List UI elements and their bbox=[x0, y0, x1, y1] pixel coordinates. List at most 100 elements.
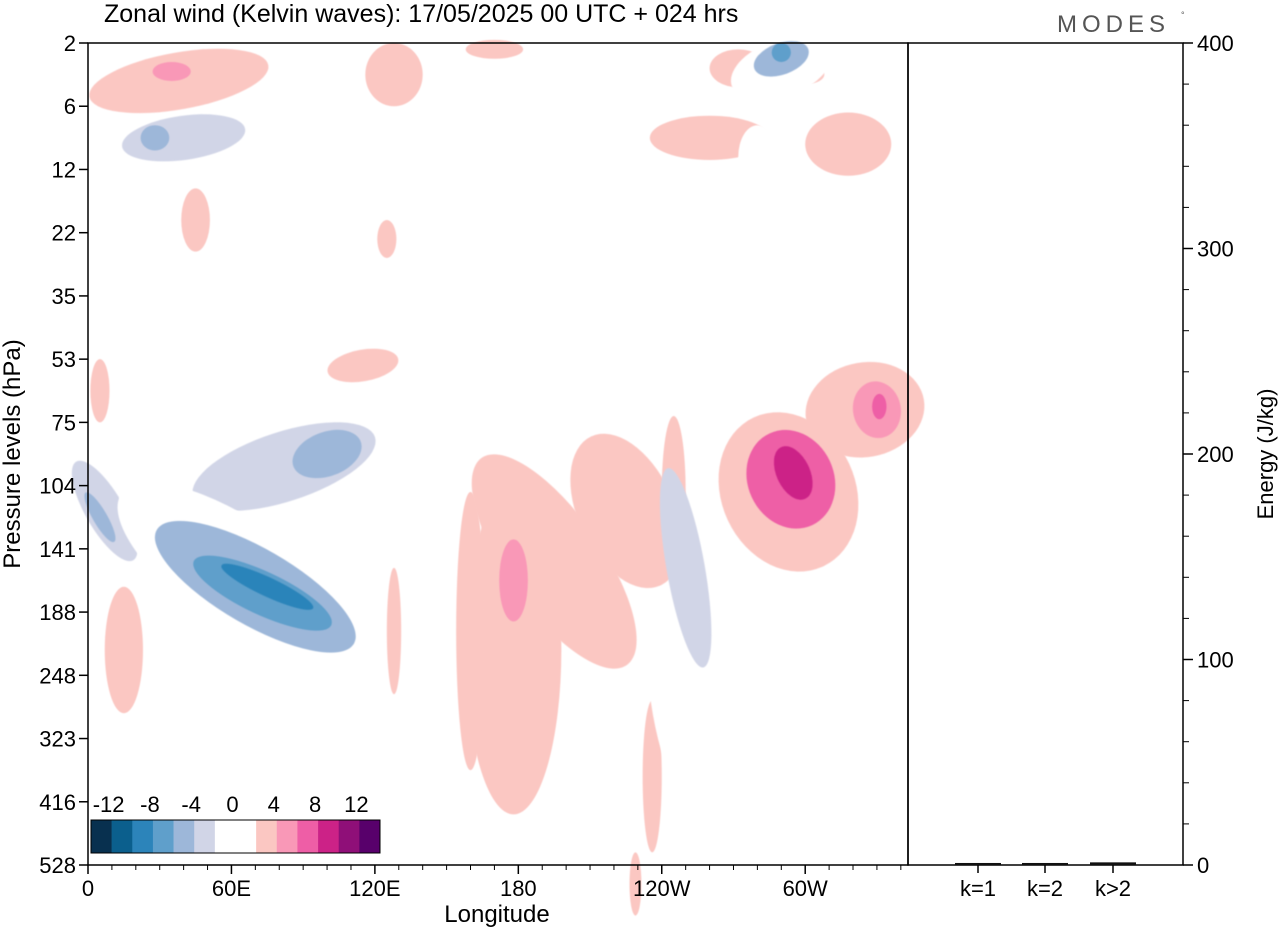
energy-category-label: k=2 bbox=[1027, 876, 1063, 901]
contour-blue-right-104 bbox=[876, 447, 916, 847]
x-axis-label: Longitude bbox=[444, 901, 549, 928]
y-tick-label: 6 bbox=[64, 94, 76, 119]
contour-shape bbox=[738, 125, 777, 189]
y-axis: 2 6 12 22 35 53 75 104 141 188 248 323 416 528 bbox=[39, 31, 88, 878]
energy-panel: 0 100 200 300 400 k=1 k=2 k>2 Energy (J/kg) bbox=[907, 31, 1278, 901]
contour-shape bbox=[805, 112, 892, 176]
y-axis-label: Pressure levels (hPa) bbox=[0, 339, 26, 568]
energy-tick-label: 200 bbox=[1197, 442, 1234, 467]
contour-shape bbox=[499, 539, 528, 622]
y-tick-label: 75 bbox=[52, 410, 76, 435]
y-tick-label: 323 bbox=[39, 727, 76, 752]
energy-bars bbox=[955, 862, 1136, 865]
contour-shape bbox=[365, 43, 423, 107]
y-tick-label: 35 bbox=[52, 284, 76, 309]
colorbar-label: 4 bbox=[268, 792, 280, 817]
colorbar-label: -4 bbox=[181, 792, 201, 817]
contour-shape bbox=[386, 567, 402, 695]
contour-pink-right-75 bbox=[805, 361, 925, 458]
chart-title: Zonal wind (Kelvin waves): 17/05/2025 00… bbox=[104, 0, 738, 28]
x-tick-label: 120E bbox=[349, 876, 400, 901]
contour-shape bbox=[104, 586, 143, 714]
colorbar-swatch bbox=[152, 820, 174, 853]
contour-shape bbox=[456, 491, 485, 771]
contour-shape bbox=[891, 479, 911, 556]
y-tick-label: 2 bbox=[64, 31, 76, 56]
modes-logo-mark: ° bbox=[1181, 10, 1185, 20]
colorbar: -12 -8 -4 0 4 8 12 bbox=[88, 787, 383, 860]
x-tick-label: 60E bbox=[212, 876, 251, 901]
y-tick-label: 528 bbox=[39, 853, 76, 878]
y-tick-label: 12 bbox=[52, 157, 76, 182]
contour-shape bbox=[773, 446, 813, 500]
contour-shape bbox=[642, 700, 662, 853]
colorbar-swatch bbox=[359, 820, 381, 853]
colorbar-swatch bbox=[194, 820, 216, 853]
colorbar-swatch bbox=[235, 820, 257, 853]
energy-tick-label: 400 bbox=[1197, 31, 1234, 56]
contour-pink-180 bbox=[499, 539, 528, 622]
contour-shape bbox=[659, 468, 712, 668]
contour-shape bbox=[471, 454, 637, 669]
modes-logo: MODES ° bbox=[1057, 10, 1185, 38]
energy-tick-label: 100 bbox=[1197, 648, 1234, 673]
energy-bar bbox=[1090, 862, 1136, 865]
colorbar-swatch bbox=[173, 820, 195, 853]
energy-category-label: k>2 bbox=[1095, 876, 1131, 901]
contour-shape bbox=[838, 536, 877, 726]
contour-shape bbox=[140, 125, 170, 151]
contour-blue-upper-right bbox=[730, 36, 832, 101]
contour-shape bbox=[292, 429, 362, 479]
y-tick-label: 188 bbox=[39, 600, 76, 625]
contour-shape bbox=[881, 757, 901, 847]
y-tick-label: 104 bbox=[39, 474, 76, 499]
contour-shape bbox=[181, 188, 210, 252]
contour-shape bbox=[377, 220, 397, 258]
contour-shape bbox=[327, 348, 399, 383]
contour-shape bbox=[629, 852, 642, 916]
energy-category-label: k=1 bbox=[960, 876, 996, 901]
energy-categories: k=1 k=2 k>2 bbox=[960, 865, 1131, 901]
energy-axis-label: Energy (J/kg) bbox=[1253, 389, 1278, 520]
contour-pink-strong-90 bbox=[718, 412, 859, 572]
energy-tick-label: 300 bbox=[1197, 237, 1234, 262]
colorbar-label: -12 bbox=[93, 792, 125, 817]
colorbar-label: 8 bbox=[309, 792, 321, 817]
contour-shape bbox=[872, 393, 887, 420]
energy-bar bbox=[955, 862, 1001, 865]
contour-shape bbox=[465, 39, 524, 59]
contour-shape bbox=[570, 433, 682, 589]
contour-shape bbox=[221, 563, 314, 610]
x-tick-label: 120W bbox=[633, 876, 691, 901]
hovmoller-plot: -12 -8 -4 0 4 8 12 0 60E 120E 180 120W 60W 2 6 12 22 35… bbox=[0, 31, 925, 928]
colorbar-label: -8 bbox=[140, 792, 160, 817]
energy-axis: 0 100 200 300 400 bbox=[1183, 31, 1234, 878]
energy-bar bbox=[1022, 862, 1068, 865]
y-tick-label: 141 bbox=[39, 537, 76, 562]
contour-pink-2hpa bbox=[89, 48, 399, 423]
y-tick-label: 416 bbox=[39, 790, 76, 815]
x-tick-label: 180 bbox=[500, 876, 537, 901]
y-tick-label: 53 bbox=[52, 347, 76, 372]
x-axis: 0 60E 120E 180 120W 60W bbox=[82, 865, 902, 901]
colorbar-swatch bbox=[214, 820, 236, 853]
contour-shape bbox=[84, 492, 116, 543]
colorbar-swatch bbox=[132, 820, 154, 853]
modes-logo-text: MODES bbox=[1057, 11, 1170, 38]
contour-blue-lower-248 bbox=[647, 125, 877, 832]
y-tick-label: 248 bbox=[39, 663, 76, 688]
colorbar-swatch bbox=[297, 820, 319, 853]
contour-shape bbox=[152, 61, 191, 81]
energy-frame bbox=[907, 42, 1184, 866]
contour-blue-8hpa bbox=[93, 98, 274, 178]
y-tick-label: 22 bbox=[52, 221, 76, 246]
colorbar-swatch bbox=[256, 820, 278, 853]
colorbar-swatch bbox=[276, 820, 298, 853]
contour-layer bbox=[58, 36, 925, 916]
colorbar-label: 0 bbox=[226, 792, 238, 817]
contour-shape bbox=[90, 359, 110, 423]
colorbar-frame bbox=[90, 819, 381, 854]
colorbar-label: 12 bbox=[344, 792, 368, 817]
